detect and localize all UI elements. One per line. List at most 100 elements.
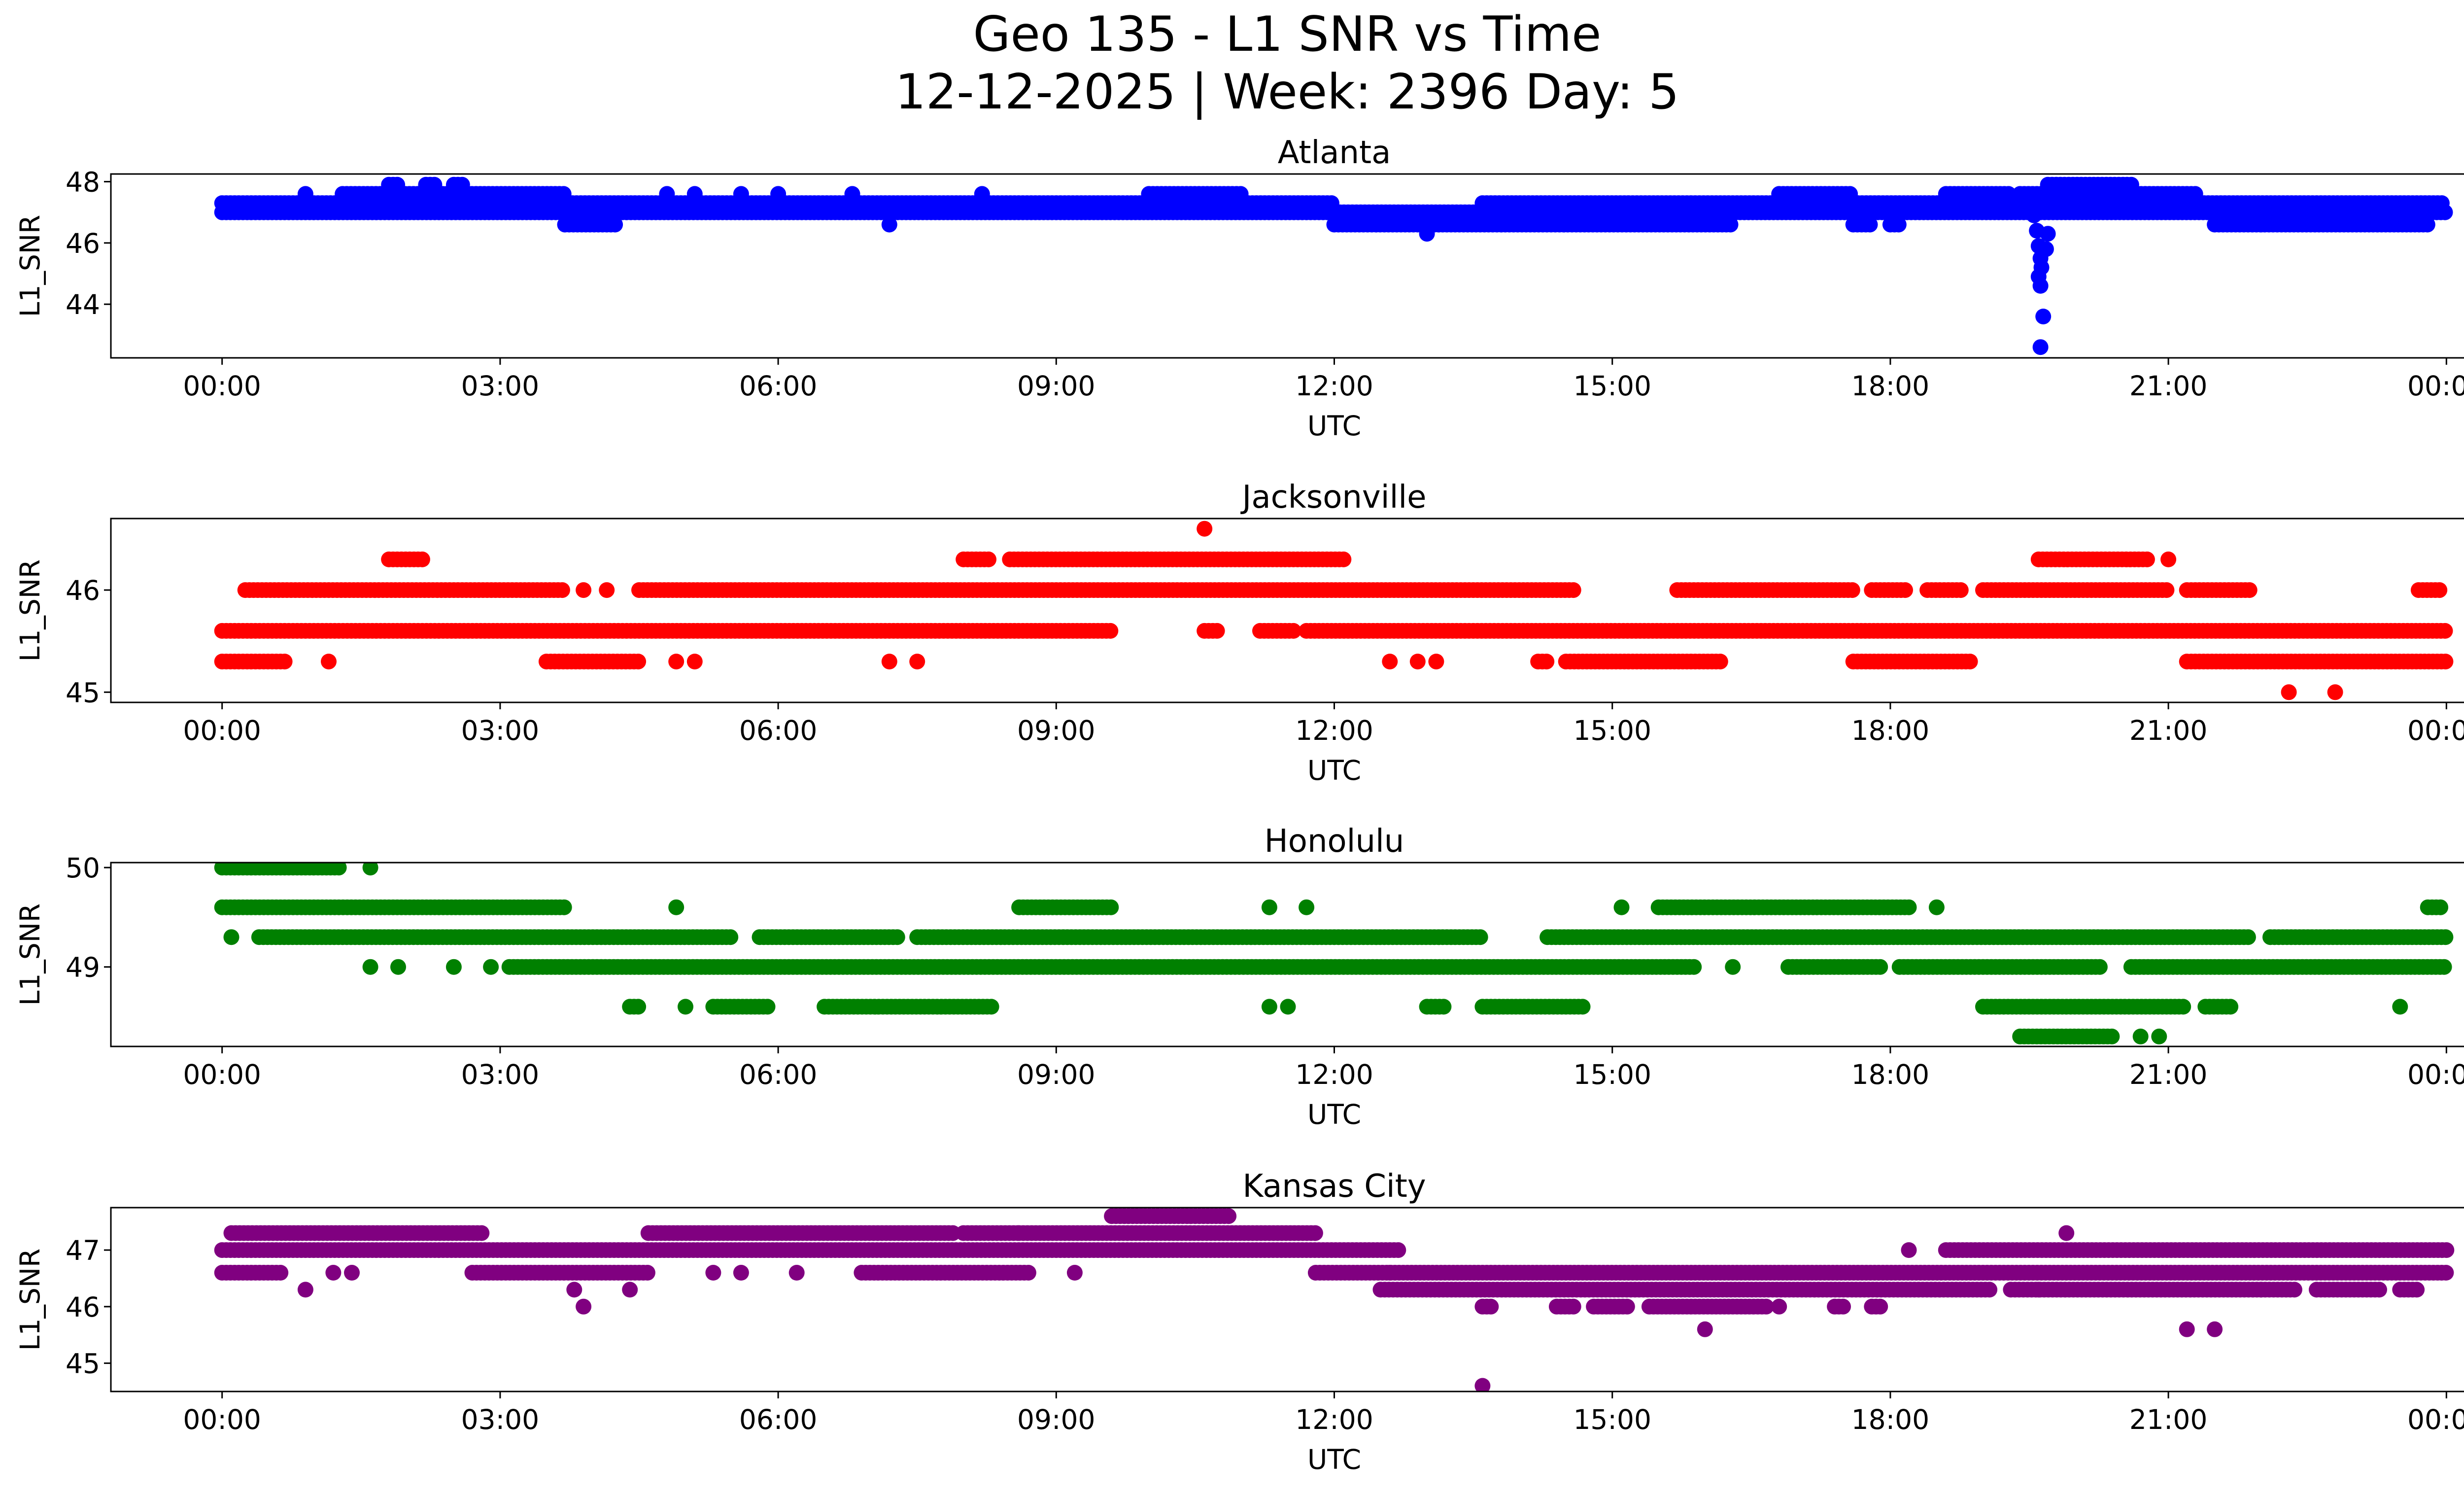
data-point: [445, 959, 462, 975]
chart-title-line-2: 12-12-2025 | Week: 2396 Day: 5: [895, 64, 1679, 120]
y-axis-label: L1_SNR: [14, 904, 46, 1006]
data-point: [1901, 899, 1917, 915]
data-point: [1565, 582, 1581, 598]
data-point: [1390, 1242, 1406, 1258]
data-point: [2432, 899, 2449, 915]
data-point: [1574, 999, 1591, 1015]
x-tick-label: 00:00: [2407, 1059, 2464, 1090]
data-point: [1232, 186, 1249, 202]
x-tick-label: 12:00: [1295, 370, 1373, 402]
data-point: [2026, 207, 2042, 223]
panel-title-kansas-city: Kansas City: [1242, 1168, 1426, 1205]
data-point: [909, 654, 925, 670]
data-point: [2175, 999, 2191, 1015]
x-tick-label: 21:00: [2129, 370, 2208, 402]
data-point: [1952, 582, 1969, 598]
data-point: [2160, 551, 2177, 567]
data-point: [1862, 216, 1878, 233]
data-point: [686, 186, 703, 202]
data-point: [1842, 186, 1858, 202]
data-point: [1472, 929, 1488, 945]
data-point: [983, 999, 999, 1015]
data-point: [2437, 654, 2454, 670]
data-point: [1890, 216, 1907, 233]
data-point: [630, 999, 647, 1015]
data-point: [555, 186, 572, 202]
data-point: [1686, 959, 1702, 975]
data-point: [556, 899, 572, 915]
points-jacksonville: [214, 521, 2454, 700]
data-point: [2035, 309, 2052, 325]
x-tick-label: 00:00: [183, 715, 261, 746]
data-point: [1382, 654, 1398, 670]
x-tick-label: 15:00: [1573, 715, 1651, 746]
data-point: [1419, 226, 1435, 242]
x-tick-label: 03:00: [461, 1059, 540, 1090]
y-tick-label: 48: [66, 167, 100, 198]
data-point: [2253, 216, 2269, 233]
data-point: [1897, 582, 1913, 598]
data-point: [722, 929, 739, 945]
y-tick-label: 46: [66, 575, 100, 606]
x-tick-label: 21:00: [2129, 715, 2208, 746]
data-point: [844, 186, 860, 202]
data-point: [1285, 623, 1301, 639]
data-point: [2151, 1028, 2167, 1044]
data-point: [2436, 959, 2452, 975]
data-point: [974, 186, 990, 202]
x-tick-label: 00:00: [2407, 715, 2464, 746]
data-point: [389, 176, 406, 193]
data-point: [1428, 654, 1444, 670]
x-tick-label: 03:00: [461, 715, 540, 746]
data-point: [2327, 684, 2343, 700]
y-tick-label: 49: [66, 952, 100, 983]
x-tick-label: 00:00: [183, 1059, 261, 1090]
data-point: [2223, 999, 2239, 1015]
data-point: [770, 186, 787, 202]
x-tick-label: 06:00: [739, 370, 818, 402]
y-axis-label: L1_SNR: [14, 559, 46, 661]
y-tick-label: 46: [66, 228, 100, 259]
data-point: [1962, 654, 1978, 670]
data-point: [889, 929, 905, 945]
data-point: [1280, 999, 1296, 1015]
data-point: [1712, 654, 1728, 670]
data-point: [223, 929, 240, 945]
data-point: [1197, 521, 1213, 537]
data-point: [362, 863, 378, 876]
x-tick-label: 15:00: [1573, 1059, 1651, 1090]
x-tick-label: 18:00: [1851, 370, 1930, 402]
x-axis-label: UTC: [1307, 410, 1361, 442]
data-point: [668, 654, 684, 670]
data-point: [2437, 929, 2454, 945]
data-point: [2032, 339, 2049, 355]
data-point: [1725, 959, 1741, 975]
data-point: [1020, 1265, 1036, 1281]
x-tick-label: 15:00: [1573, 370, 1651, 402]
data-point: [1844, 582, 1860, 598]
x-tick-label: 18:00: [1851, 715, 1930, 746]
chart-title-line-1: Geo 135 - L1 SNR vs Time: [973, 6, 1602, 63]
data-point: [273, 1265, 289, 1281]
data-point: [474, 1225, 490, 1241]
y-tick-label: 44: [66, 289, 100, 320]
y-tick-label: 45: [66, 677, 100, 708]
data-point: [2392, 999, 2408, 1015]
data-point: [554, 582, 570, 598]
x-tick-label: 12:00: [1295, 715, 1373, 746]
x-tick-label: 06:00: [739, 1059, 818, 1090]
data-point: [362, 959, 378, 975]
data-point: [1539, 654, 1555, 670]
data-point: [2139, 551, 2155, 567]
data-point: [668, 899, 684, 915]
data-point: [1261, 899, 1277, 915]
x-tick-label: 03:00: [461, 370, 540, 402]
data-point: [1613, 899, 1630, 915]
data-point: [1722, 216, 1739, 233]
data-point: [414, 551, 430, 567]
data-point: [1102, 623, 1119, 639]
data-point: [297, 186, 313, 202]
data-point: [321, 654, 337, 670]
data-point: [2431, 582, 2448, 598]
